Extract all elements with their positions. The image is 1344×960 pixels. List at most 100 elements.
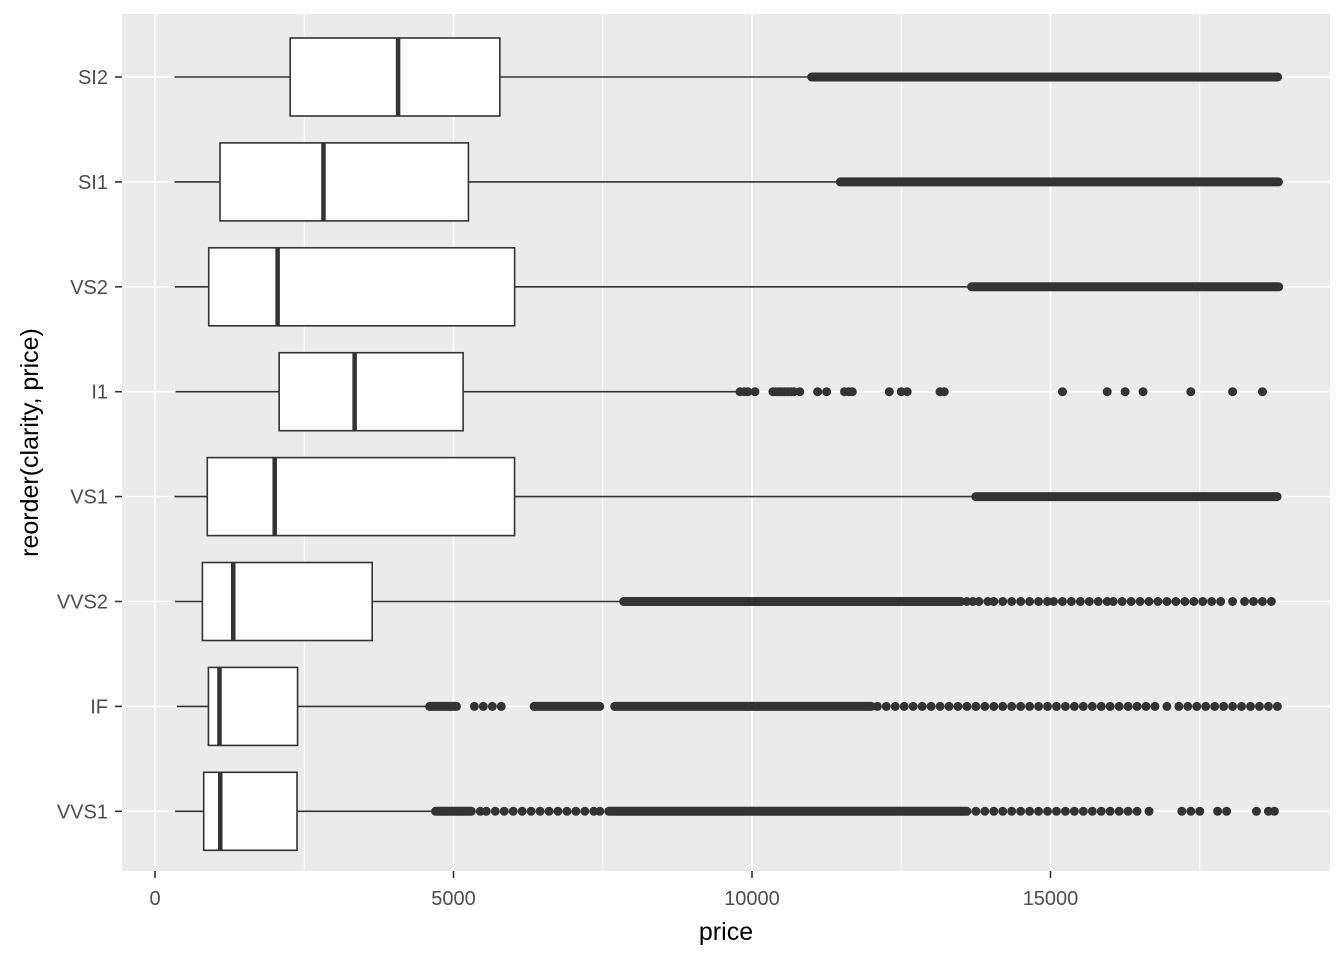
outlier-point: [971, 806, 981, 816]
outlier-point: [1078, 806, 1088, 816]
outlier-point: [1084, 597, 1094, 606]
outlier-point: [1096, 701, 1106, 711]
outlier-point: [478, 701, 488, 711]
outlier-point: [1096, 806, 1106, 816]
y-tick-label: VS2: [70, 277, 108, 299]
outlier-point: [1007, 597, 1017, 606]
outlier-point: [1016, 597, 1026, 606]
outlier-point: [1034, 597, 1044, 606]
outlier-point: [526, 806, 536, 816]
outlier-point: [971, 701, 981, 711]
outlier-point: [974, 597, 984, 606]
box-if: [177, 666, 1282, 747]
outlier-point: [1144, 806, 1154, 816]
outlier-point: [1051, 701, 1061, 711]
outlier-point: [998, 806, 1008, 816]
outlier-point: [1057, 387, 1067, 397]
outlier-point: [881, 701, 891, 711]
outlier-point: [1057, 597, 1067, 606]
outlier-point: [490, 806, 500, 816]
outlier-point: [989, 701, 999, 711]
outlier-point: [1007, 701, 1017, 711]
outlier-point: [1123, 701, 1133, 711]
box-si1: [174, 142, 1283, 222]
boxes: [174, 37, 1284, 852]
outlier-point: [1207, 597, 1217, 606]
outlier-point: [1237, 701, 1247, 711]
outlier-point: [1183, 701, 1193, 711]
outlier-point: [902, 387, 912, 397]
outlier-point: [1016, 701, 1026, 711]
outlier-point: [1153, 597, 1163, 606]
outlier-point: [989, 597, 999, 606]
outlier-point: [908, 701, 918, 711]
iqr-box: [207, 247, 516, 327]
outlier-point: [1138, 387, 1148, 397]
outlier-point: [1135, 597, 1145, 606]
outlier-point: [1066, 597, 1076, 606]
outlier-point: [1108, 597, 1118, 606]
outlier-point: [571, 806, 581, 816]
outlier-point: [1198, 597, 1208, 606]
outlier-point: [899, 701, 909, 711]
outlier-point: [1069, 806, 1079, 816]
outlier-point: [1219, 701, 1229, 711]
outlier-point: [1195, 806, 1205, 816]
outlier-point: [1087, 806, 1097, 816]
outlier-point: [1105, 806, 1115, 816]
outlier-point: [508, 806, 518, 816]
outlier-point: [595, 806, 605, 816]
outlier-point: [1263, 701, 1273, 711]
outlier-point: [535, 806, 545, 816]
outlier-point: [1210, 701, 1220, 711]
outlier-point: [890, 701, 900, 711]
outlier-point: [962, 701, 972, 711]
outlier-point: [743, 387, 753, 397]
outlier-point: [580, 806, 590, 816]
outlier-point: [1069, 701, 1079, 711]
outlier-point: [1051, 806, 1061, 816]
box-vvs1: [175, 771, 1279, 852]
outlier-point: [1025, 701, 1035, 711]
outlier-point: [1114, 806, 1124, 816]
outlier-point: [1245, 701, 1255, 711]
iqr-box: [206, 456, 516, 537]
outlier-point: [1192, 701, 1202, 711]
outlier-point: [1201, 701, 1211, 711]
outlier-point: [1025, 597, 1035, 606]
outlier-point: [939, 387, 949, 397]
outlier-point: [980, 806, 990, 816]
y-axis: SI2 SI1 VS2 I1 VS1 VVS2 IF VVS1: [57, 67, 122, 823]
outlier-point: [481, 806, 491, 816]
outlier-point: [822, 387, 832, 397]
outlier-point: [1222, 806, 1232, 816]
outlier-point: [1162, 701, 1172, 711]
y-tick-label: SI1: [78, 172, 108, 194]
outlier-point: [1141, 701, 1151, 711]
outlier-point: [562, 806, 572, 816]
outlier-point: [1213, 806, 1223, 816]
box-si2: [174, 37, 1283, 117]
box-vs1: [174, 456, 1282, 537]
outlier-point: [1248, 597, 1258, 606]
outlier-point: [487, 701, 497, 711]
outlier-point: [1132, 806, 1142, 816]
x-tick-label: 0: [149, 888, 160, 910]
outlier-point: [517, 806, 527, 816]
outlier-point: [1162, 597, 1172, 606]
x-tick-label: 5000: [431, 888, 476, 910]
y-tick-label: I1: [91, 382, 108, 404]
outlier-point: [1171, 597, 1181, 606]
iqr-box: [201, 561, 373, 642]
outlier-point: [872, 701, 882, 711]
outlier-point: [935, 701, 945, 711]
outlier-point: [1093, 597, 1103, 606]
box-i1: [175, 351, 1267, 432]
outlier-point: [1120, 387, 1130, 397]
y-tick-label: VVS2: [57, 592, 108, 614]
outlier-point: [1186, 387, 1196, 397]
outlier-point: [1240, 597, 1250, 606]
x-tick-label: 15000: [1023, 888, 1079, 910]
iqr-box: [207, 666, 299, 747]
